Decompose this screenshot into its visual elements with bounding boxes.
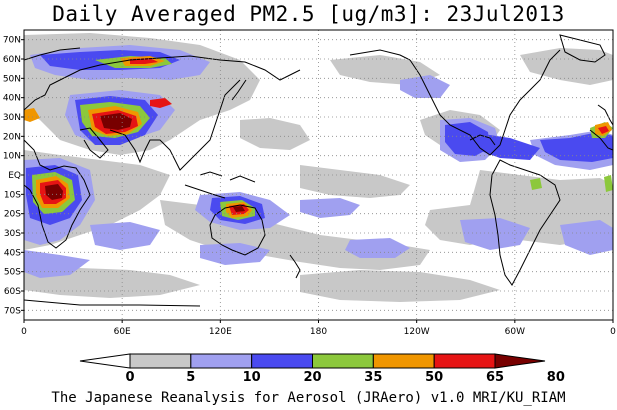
longitude-tick-label: 0	[610, 327, 616, 337]
latitude-tick-label: 50S	[4, 268, 21, 278]
longitude-tick-label: 60W	[505, 327, 525, 337]
latitude-tick-label: 50N	[3, 74, 21, 84]
data-source-credit: The Japanese Reanalysis for Aerosol (JRA…	[51, 390, 566, 406]
latitude-tick-label: 40S	[4, 248, 21, 258]
latitude-tick-label: 60S	[4, 287, 21, 297]
colorbar	[79, 353, 546, 369]
latitude-labels: 70N 60N 50N 40N 30N 20N 10N EQ 10S 20S 30S 40S 50S 60…	[3, 36, 24, 316]
coastlines	[24, 34, 613, 307]
latitude-tick-label: 20S	[4, 210, 21, 220]
gridlines	[24, 30, 613, 320]
latitude-tick-label: 30N	[3, 113, 21, 123]
longitude-tick-label: 120E	[209, 327, 232, 337]
latitude-tick-label: 20N	[3, 132, 21, 142]
longitude-tick-label: 60E	[114, 327, 131, 337]
colorbar-label: 50	[425, 370, 443, 385]
longitude-tick-label: 0	[21, 327, 27, 337]
latitude-tick-label: 30S	[4, 229, 21, 239]
latitude-tick-label: 40N	[3, 94, 21, 104]
latitude-tick-label: 10S	[4, 190, 21, 200]
colorbar-label: 0	[125, 370, 134, 385]
latitude-tick-label: 70S	[4, 306, 21, 316]
colorbar-segment	[79, 353, 131, 369]
colorbar-segment	[251, 353, 314, 369]
colorbar-labels: 0 5 10 20 35 50 65 80	[125, 370, 564, 385]
latitude-tick-label: 70N	[3, 36, 21, 46]
longitude-labels: 0 60E 120E 180 120W 60W 0	[21, 320, 616, 337]
colorbar-segment	[190, 353, 253, 369]
colorbar-segment	[433, 353, 496, 369]
colorbar-segment	[312, 353, 374, 369]
longitude-tick-label: 180	[310, 327, 327, 337]
latitude-tick-label: 60N	[3, 55, 21, 65]
latitude-tick-label: EQ	[8, 171, 21, 181]
colorbar-label: 65	[486, 370, 504, 385]
colorbar-label: 10	[243, 370, 261, 385]
colorbar-label: 35	[364, 370, 382, 385]
colorbar-segment	[372, 353, 435, 369]
map-title: Daily Averaged PM2.5 [ug/m3]: 23Jul2013	[52, 2, 565, 26]
colorbar-label: 5	[186, 370, 195, 385]
longitude-tick-label: 120W	[404, 327, 430, 337]
colorbar-segment	[129, 353, 192, 369]
latitude-tick-label: 10N	[3, 152, 21, 162]
colorbar-segment	[494, 353, 546, 369]
colorbar-label: 20	[303, 370, 321, 385]
colorbar-label: 80	[547, 370, 565, 385]
